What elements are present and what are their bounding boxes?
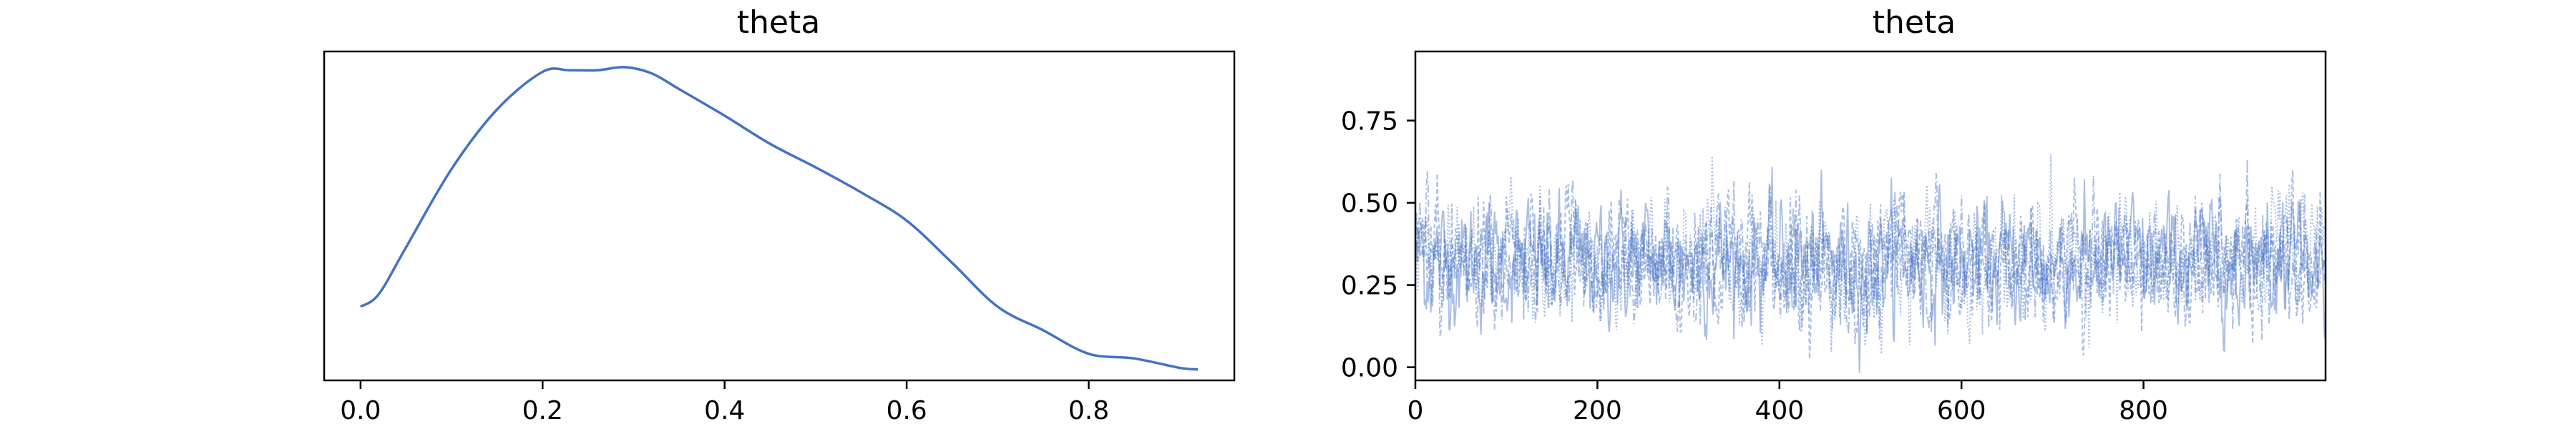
trace-plot-area [1414, 50, 2327, 382]
trace-series [1415, 154, 2326, 373]
density-x-tick-label: 0.4 [704, 396, 745, 425]
density-x-tick-label: 0.2 [522, 396, 563, 425]
density-series [359, 66, 1199, 371]
density-x-axis: 0.0 0.2 0.4 0.6 0.8 [340, 380, 1109, 425]
density-panel: theta 0.0 0.2 0.4 0.6 0.8 [323, 4, 1236, 425]
trace-chain-1 [1415, 169, 2326, 360]
density-x-tick-label: 0.8 [1068, 396, 1109, 425]
trace-x-axis: 0 200 400 600 800 [1407, 380, 2168, 425]
trace-y-tick-label: 0.50 [1341, 189, 1398, 219]
trace-x-tick-label: 200 [1573, 396, 1622, 425]
trace-title: theta [1873, 4, 1956, 41]
trace-x-tick-label: 800 [2119, 396, 2168, 425]
density-x-tick-label: 0.6 [886, 396, 927, 425]
density-line-0 [359, 66, 1199, 371]
trace-y-tick-label: 0.75 [1341, 107, 1398, 137]
density-x-tick-label: 0.0 [340, 396, 381, 425]
trace-panel: theta 0 200 400 600 800 0.00 0.25 0.50 0.75 [1341, 4, 2327, 425]
trace-x-tick-label: 600 [1937, 396, 1986, 425]
trace-chain-0 [1415, 167, 2326, 373]
trace-x-tick-label: 400 [1755, 396, 1804, 425]
trace-x-tick-label: 0 [1407, 396, 1424, 425]
trace-y-axis: 0.00 0.25 0.50 0.75 [1341, 107, 1415, 383]
trace-chain-2 [1415, 154, 2326, 355]
density-title: theta [737, 4, 820, 41]
trace-y-tick-label: 0.00 [1341, 354, 1398, 383]
density-plot-area [323, 50, 1236, 382]
trace-chain-3 [1415, 159, 2326, 340]
trace-y-tick-label: 0.25 [1341, 272, 1398, 301]
